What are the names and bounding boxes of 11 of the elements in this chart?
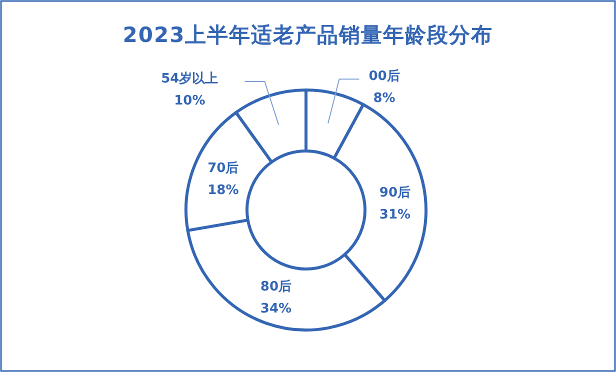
- chart-title: 2023上半年适老产品销量年龄段分布: [122, 23, 494, 47]
- data-label: 34%: [260, 301, 292, 316]
- data-label: 31%: [379, 207, 411, 222]
- data-label: 18%: [208, 183, 239, 198]
- slice-label: 90后: [379, 184, 411, 200]
- slice-label: 00后: [368, 68, 400, 84]
- data-label: 8%: [373, 91, 396, 106]
- slice-label: 70后: [208, 160, 239, 176]
- data-label: 10%: [174, 93, 206, 108]
- slice-label: 54岁以上: [161, 71, 218, 86]
- slice-label: 80后: [260, 278, 292, 294]
